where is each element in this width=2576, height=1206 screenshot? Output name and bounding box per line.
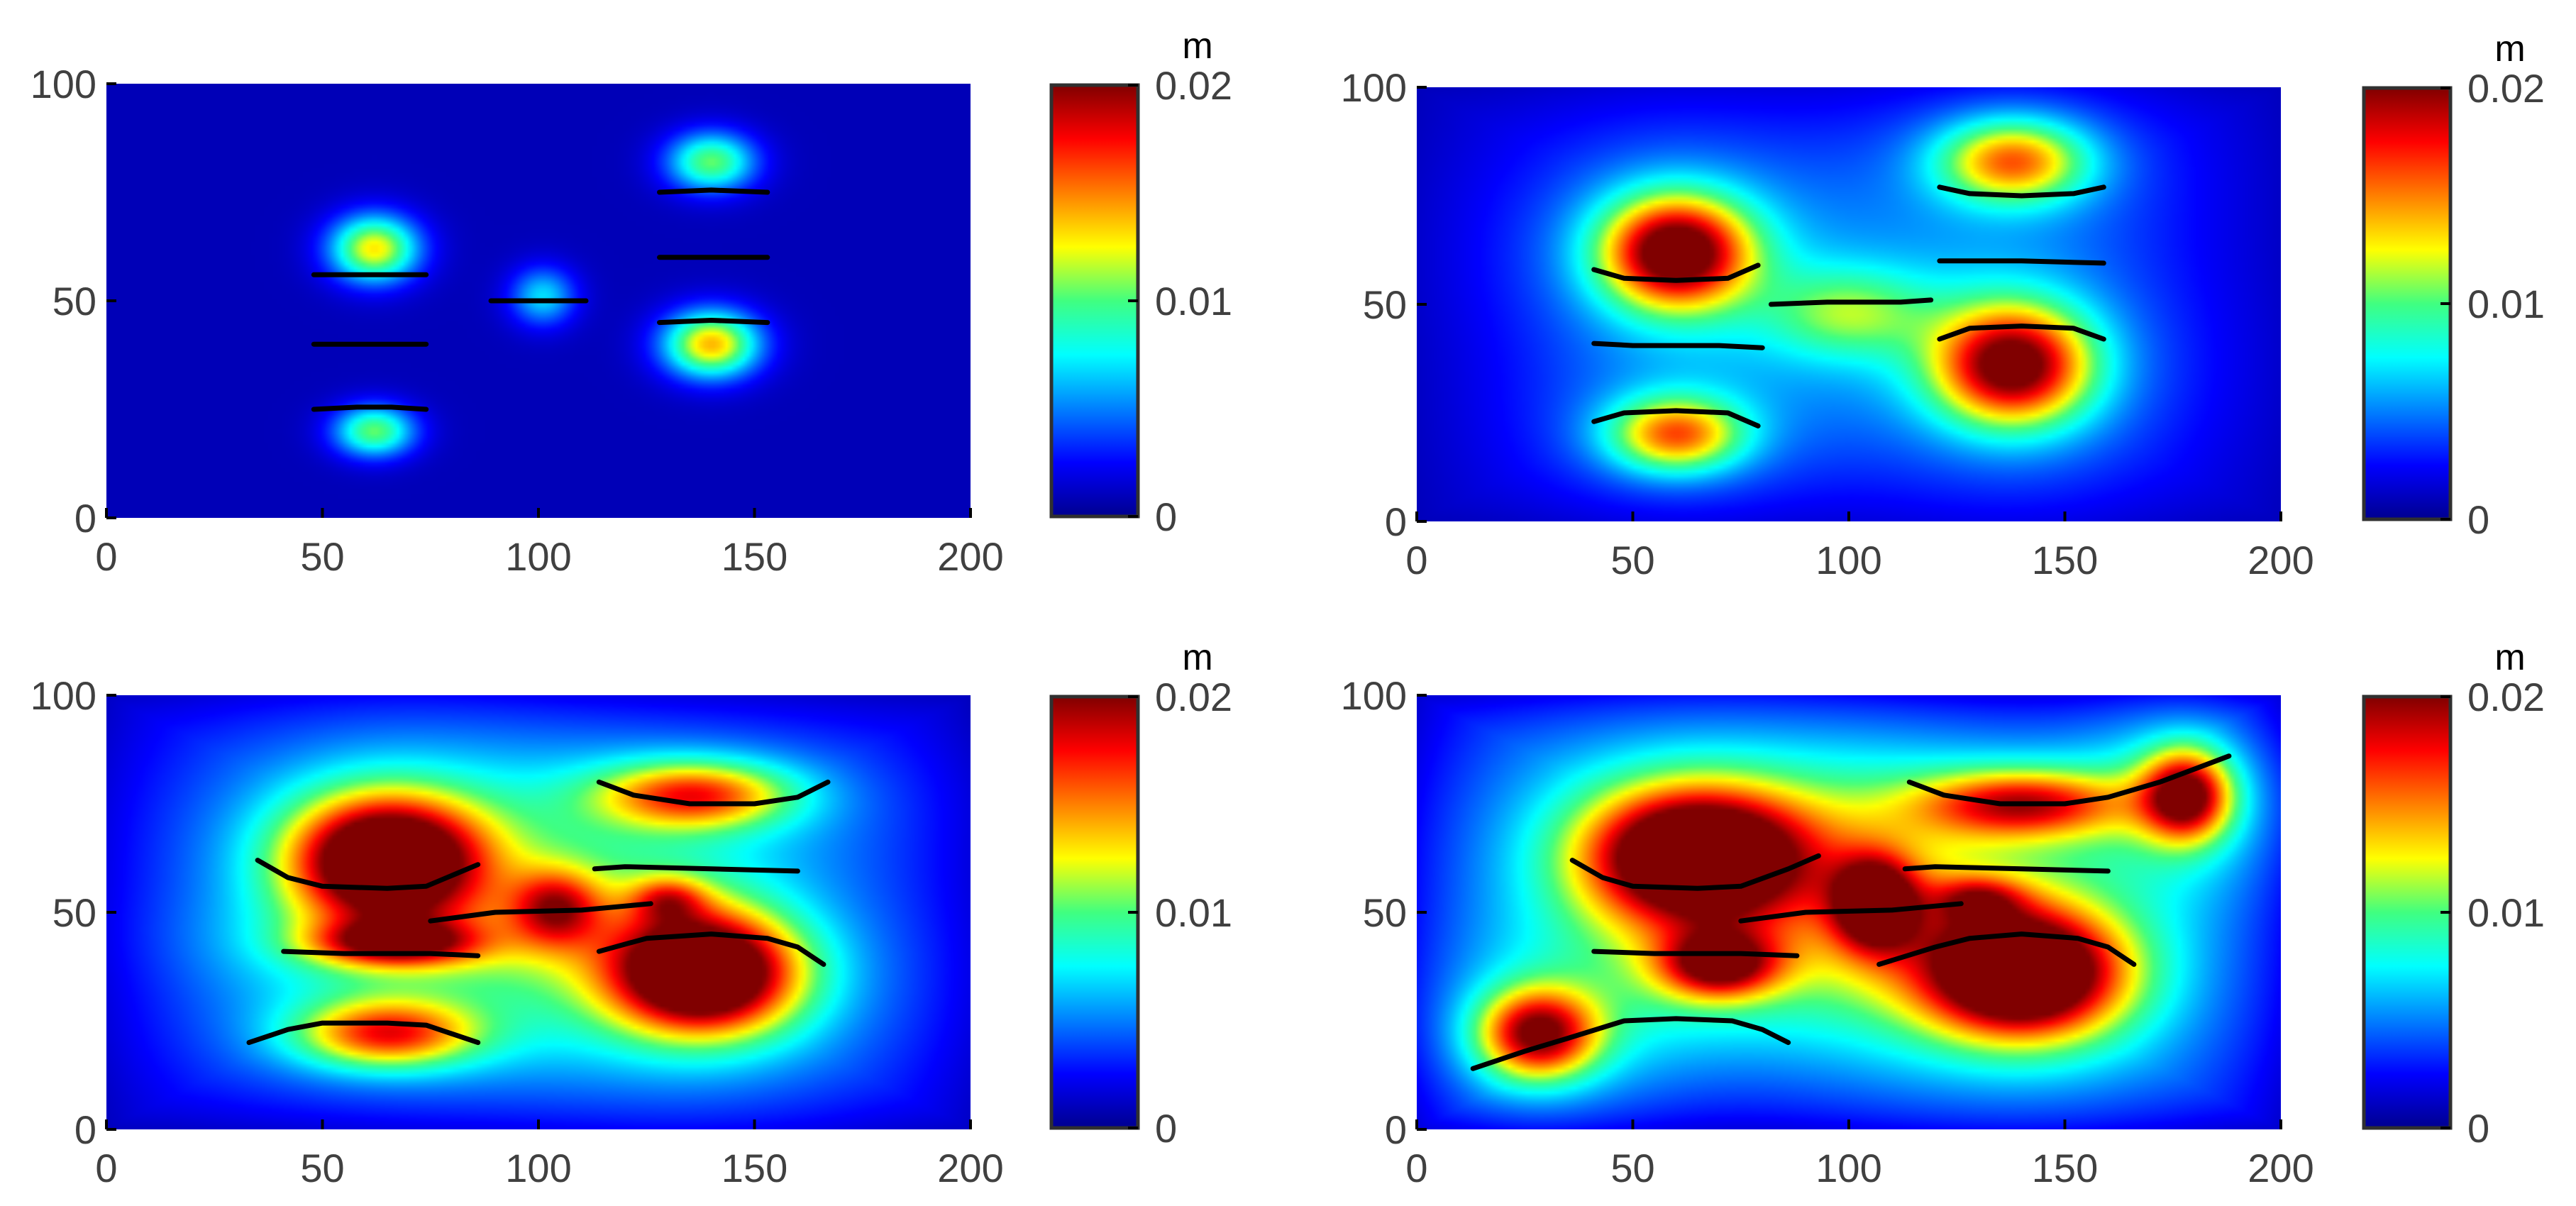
x-tick-label: 50 xyxy=(1610,538,1654,582)
colorbar: 0 0.01 0.02m xyxy=(1049,637,1232,1151)
fracture-line xyxy=(1876,931,2137,967)
colorbar-tick-label: 0 xyxy=(2467,497,2489,542)
colorbar-tick-label: 0.01 xyxy=(2467,890,2545,935)
y-tick-label: 50 xyxy=(1363,282,1407,327)
y-tick-label: 100 xyxy=(1341,673,1407,718)
colorbar-gradient xyxy=(2362,86,2453,521)
colorbar-tick-label: 0.01 xyxy=(2467,282,2545,326)
colorbar-unit: m xyxy=(2494,637,2525,678)
x-tick-label: 150 xyxy=(2032,538,2098,582)
fracture-line xyxy=(1902,864,2111,874)
x-tick-label: 200 xyxy=(2248,1146,2314,1190)
colorbar-unit: m xyxy=(1182,637,1212,678)
y-tick-label: 0 xyxy=(1385,499,1407,544)
x-tick-label: 100 xyxy=(1815,1146,1881,1190)
colorbar-tick-label: 0.02 xyxy=(2467,66,2545,111)
fracture-line xyxy=(246,1020,481,1046)
y-tick-label: 0 xyxy=(1385,1107,1407,1152)
fracture-line xyxy=(428,901,653,924)
fracture-line xyxy=(311,404,429,412)
fracture-line xyxy=(255,858,481,891)
fracture-line xyxy=(596,931,827,967)
panel-top-right: 0 50 100 150 200 0 50 100 0 0.01 0.02m xyxy=(1341,28,2545,582)
fracture-line xyxy=(1738,901,1964,924)
x-tick-label: 150 xyxy=(722,534,787,579)
colorbar-gradient xyxy=(2362,695,2453,1130)
y-tick-label: 50 xyxy=(1363,890,1407,935)
fracture-line xyxy=(592,864,800,874)
x-tick-label: 100 xyxy=(505,1146,571,1190)
fracture-line xyxy=(1591,262,1761,283)
y-tick-label: 0 xyxy=(74,1107,96,1152)
fracture-line xyxy=(1768,297,1934,307)
fracture-line xyxy=(1470,1016,1791,1071)
fracture-line xyxy=(1937,258,2106,266)
colorbar-unit: m xyxy=(1182,26,1212,67)
y-tick-label: 0 xyxy=(74,496,96,541)
fracture-line xyxy=(1937,184,2106,199)
colorbar: 0 0.01 0.02m xyxy=(2362,637,2545,1151)
x-tick-label: 200 xyxy=(937,1146,1003,1190)
fracture-line xyxy=(1906,753,2232,807)
x-tick-label: 100 xyxy=(505,534,571,579)
fracture-line xyxy=(596,779,831,807)
panel-bottom-left: 0 50 100 150 200 0 50 100 0 0.01 0.02m xyxy=(31,637,1232,1190)
x-tick-label: 150 xyxy=(2032,1146,2098,1190)
colorbar-tick-label: 0.01 xyxy=(1155,279,1232,323)
colorbar-unit: m xyxy=(2494,28,2525,70)
x-tick-label: 150 xyxy=(722,1146,787,1190)
y-tick-label: 50 xyxy=(52,890,96,935)
colorbar-gradient xyxy=(1049,83,1140,519)
x-tick-label: 50 xyxy=(1610,1146,1654,1190)
colorbar-tick-label: 0.02 xyxy=(2467,675,2545,719)
colorbar-tick-label: 0 xyxy=(1155,494,1177,539)
colorbar: 0 0.01 0.02m xyxy=(1049,26,1232,539)
y-tick-label: 100 xyxy=(1341,65,1407,110)
fracture-line xyxy=(1591,408,1761,428)
fracture-line xyxy=(657,187,770,195)
x-tick-label: 0 xyxy=(95,1146,117,1190)
x-tick-label: 200 xyxy=(2248,538,2314,582)
y-tick-label: 100 xyxy=(31,673,96,718)
x-tick-label: 0 xyxy=(1405,538,1427,582)
x-tick-label: 200 xyxy=(937,534,1003,579)
panel-top-left: 0 50 100 150 200 0 50 100 0 0.01 0.02m xyxy=(31,26,1232,579)
colorbar-tick-label: 0.02 xyxy=(1155,63,1232,108)
fracture-line xyxy=(1591,948,1800,958)
colorbar-tick-label: 0 xyxy=(1155,1106,1177,1151)
colorbar-tick-label: 0 xyxy=(2467,1106,2489,1151)
fracture-line xyxy=(281,948,481,958)
colorbar-gradient xyxy=(1049,695,1140,1130)
fracture-line xyxy=(657,318,770,326)
panel-bottom-right: 0 50 100 150 200 0 50 100 0 0.01 0.02m xyxy=(1341,637,2545,1190)
x-tick-label: 50 xyxy=(300,534,344,579)
y-tick-label: 100 xyxy=(31,62,96,106)
x-tick-label: 100 xyxy=(1815,538,1881,582)
y-tick-label: 50 xyxy=(52,279,96,323)
x-tick-label: 0 xyxy=(95,534,117,579)
colorbar-tick-label: 0.02 xyxy=(1155,675,1232,719)
fracture-line xyxy=(1569,853,1821,891)
fracture-line xyxy=(1937,323,2106,342)
x-tick-label: 0 xyxy=(1405,1146,1427,1190)
colorbar-tick-label: 0.01 xyxy=(1155,890,1232,935)
x-tick-label: 50 xyxy=(300,1146,344,1190)
colorbar: 0 0.01 0.02m xyxy=(2362,28,2545,542)
fracture-line xyxy=(1591,341,1765,350)
